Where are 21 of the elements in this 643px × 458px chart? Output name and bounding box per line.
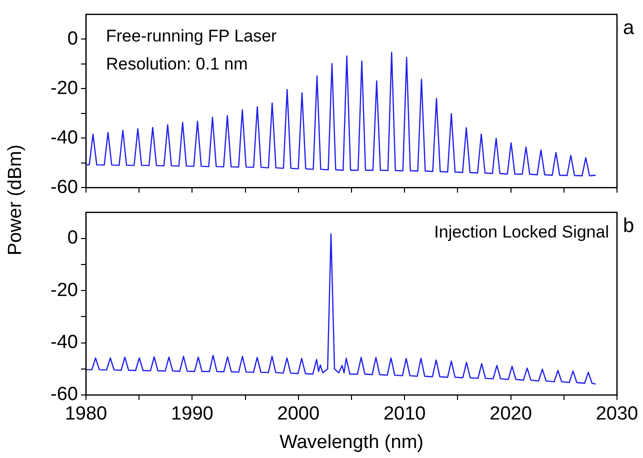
y-tick-label: -60	[50, 384, 78, 406]
y-tick-label: -60	[50, 176, 78, 198]
x-tick-label: 2030	[596, 404, 638, 425]
annotation: Injection Locked Signal	[434, 222, 609, 242]
y-tick-label: 0	[67, 228, 78, 249]
x-tick-label: 1980	[64, 404, 108, 425]
text: b	[623, 214, 634, 237]
y-axis-title: Power (dBm)	[5, 144, 27, 256]
y-tick-label: -40	[50, 127, 78, 148]
x-tick-label: 2010	[383, 404, 426, 425]
annotation: Resolution: 0.1 nm	[106, 54, 248, 74]
y-tick-label: -40	[50, 332, 78, 354]
x-tick-label: 2000	[277, 404, 320, 425]
text: a	[623, 16, 635, 39]
y-tick-label: -20	[50, 78, 78, 99]
x-tick-label: 1990	[171, 404, 214, 425]
y-tick-label: -20	[50, 280, 78, 301]
y-tick-label: 0	[67, 28, 78, 50]
annotation: Free-running FP Laser	[106, 26, 278, 46]
x-axis-title: Wavelength (nm)	[280, 432, 424, 453]
x-tick-label: 2020	[490, 404, 532, 425]
